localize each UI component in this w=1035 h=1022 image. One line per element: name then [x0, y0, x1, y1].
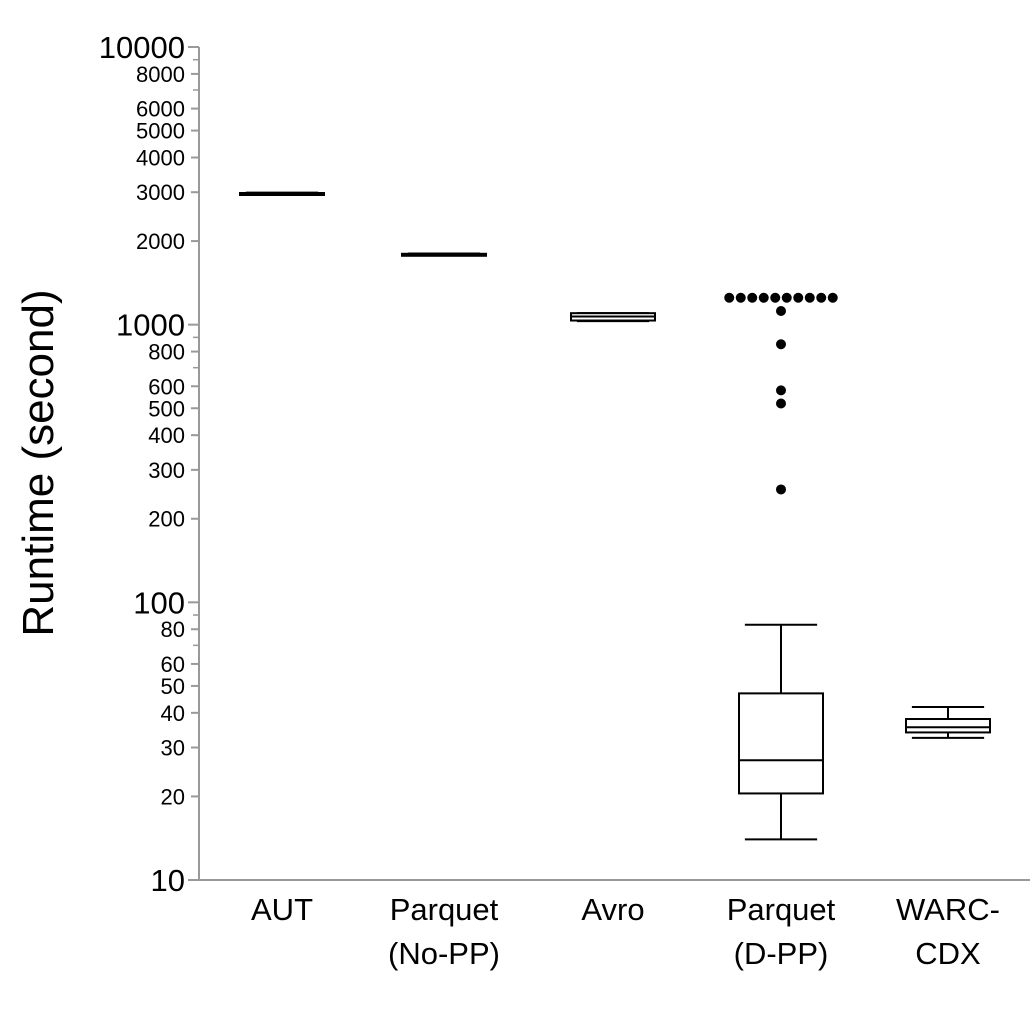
box-group — [570, 312, 656, 323]
outlier-point — [747, 292, 758, 303]
box-group — [401, 252, 487, 257]
outlier-point — [776, 398, 786, 409]
y-tick-label: 2000 — [136, 229, 185, 254]
y-tick-label: 8000 — [136, 62, 185, 87]
y-axis: 1010010001000020304050608020030040050060… — [99, 30, 1030, 898]
plot-area — [239, 191, 991, 841]
x-tick-label: CDX — [915, 936, 981, 971]
outlier-point — [781, 292, 792, 303]
iqr-box — [738, 692, 824, 795]
outlier-point — [724, 292, 735, 303]
y-tick-label: 10 — [151, 863, 185, 898]
y-tick-label: 300 — [148, 458, 185, 483]
y-tick-label: 3000 — [136, 180, 185, 205]
y-tick-label: 4000 — [136, 145, 185, 170]
y-tick-label: 10000 — [99, 30, 185, 65]
outlier-point — [827, 292, 838, 303]
y-tick-label: 50 — [161, 674, 185, 699]
box-group — [724, 292, 838, 841]
y-tick-label: 800 — [148, 340, 185, 365]
y-tick-label: 40 — [161, 701, 185, 726]
x-tick-label: WARC- — [896, 892, 1000, 927]
outlier-point — [776, 385, 786, 396]
y-tick-label: 500 — [148, 396, 185, 421]
y-tick-label: 60 — [161, 652, 185, 677]
x-tick-label: Avro — [581, 892, 644, 927]
y-tick-label: 30 — [161, 736, 185, 761]
outlier-point — [776, 306, 786, 317]
iqr-box — [905, 718, 991, 734]
box-group — [239, 191, 325, 196]
y-tick-label: 400 — [148, 423, 185, 448]
y-tick-label: 20 — [161, 784, 185, 809]
outlier-point — [776, 339, 786, 350]
outlier-point — [793, 292, 804, 303]
box-group — [905, 705, 991, 739]
x-tick-label: Parquet — [390, 892, 499, 927]
y-tick-label: 5000 — [136, 119, 185, 144]
y-tick-label: 200 — [148, 507, 185, 532]
x-tick-label: (No-PP) — [388, 936, 500, 971]
x-axis-labels: AUT Parquet (No-PP) Avro Parquet (D-PP) WARC- C… — [251, 892, 1000, 971]
outlier-point — [770, 292, 781, 303]
x-tick-label: (D-PP) — [734, 936, 829, 971]
y-tick-label: 6000 — [136, 97, 185, 122]
outlier-point — [816, 292, 827, 303]
y-tick-label: 80 — [161, 617, 185, 642]
outlier-point — [758, 292, 769, 303]
outlier-point — [735, 292, 746, 303]
y-tick-label: 100 — [133, 585, 185, 620]
y-tick-label: 1000 — [116, 308, 185, 343]
x-tick-label: AUT — [251, 892, 313, 927]
y-axis-label: Runtime (second) — [14, 289, 63, 636]
outlier-point — [776, 484, 786, 495]
outlier-point — [804, 292, 815, 303]
y-tick-label: 600 — [148, 374, 185, 399]
x-tick-label: Parquet — [727, 892, 836, 927]
